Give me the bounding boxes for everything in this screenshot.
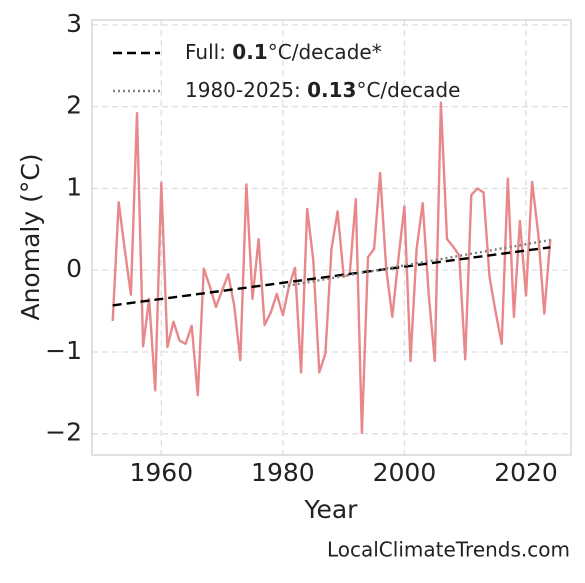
legend-label-part: 1980-2025:: [185, 78, 307, 102]
data-line: [111, 101, 552, 435]
legend-label-part: 0.1: [232, 40, 267, 64]
legend: Full: 0.1°C/decade*1980-2025: 0.13°C/dec…: [113, 40, 460, 102]
legend-label: Full: 0.1°C/decade*: [185, 40, 382, 64]
legend-label-part: 0.13: [307, 78, 356, 102]
legend-label-part: °C/decade*: [268, 40, 382, 64]
y-tick-label: 0: [66, 254, 82, 283]
x-tick-label: 2020: [494, 458, 558, 487]
y-axis-label: Anomaly (°C): [16, 153, 45, 320]
x-tick-label: 1980: [251, 458, 315, 487]
y-tick-label: −1: [45, 336, 82, 365]
x-tick-label: 1960: [129, 458, 193, 487]
grid: [92, 20, 571, 455]
y-tick-label: 1: [66, 172, 82, 201]
legend-label-part: °C/decade: [356, 78, 460, 102]
axes-frame: [91, 19, 572, 456]
y-tick-label: 3: [66, 9, 82, 38]
y-tick-label: 2: [66, 91, 82, 120]
trend-line: [282, 238, 551, 288]
source: LocalClimateTrends.com: [327, 538, 570, 562]
y-tick-label: −2: [45, 418, 82, 447]
x-axis-label: Year: [304, 495, 359, 524]
trend-line: [112, 246, 551, 307]
legend-label: 1980-2025: 0.13°C/decade: [185, 78, 460, 102]
x-tick-label: 2000: [373, 458, 437, 487]
legend-label-part: Full:: [185, 40, 232, 64]
plot: [111, 101, 552, 435]
